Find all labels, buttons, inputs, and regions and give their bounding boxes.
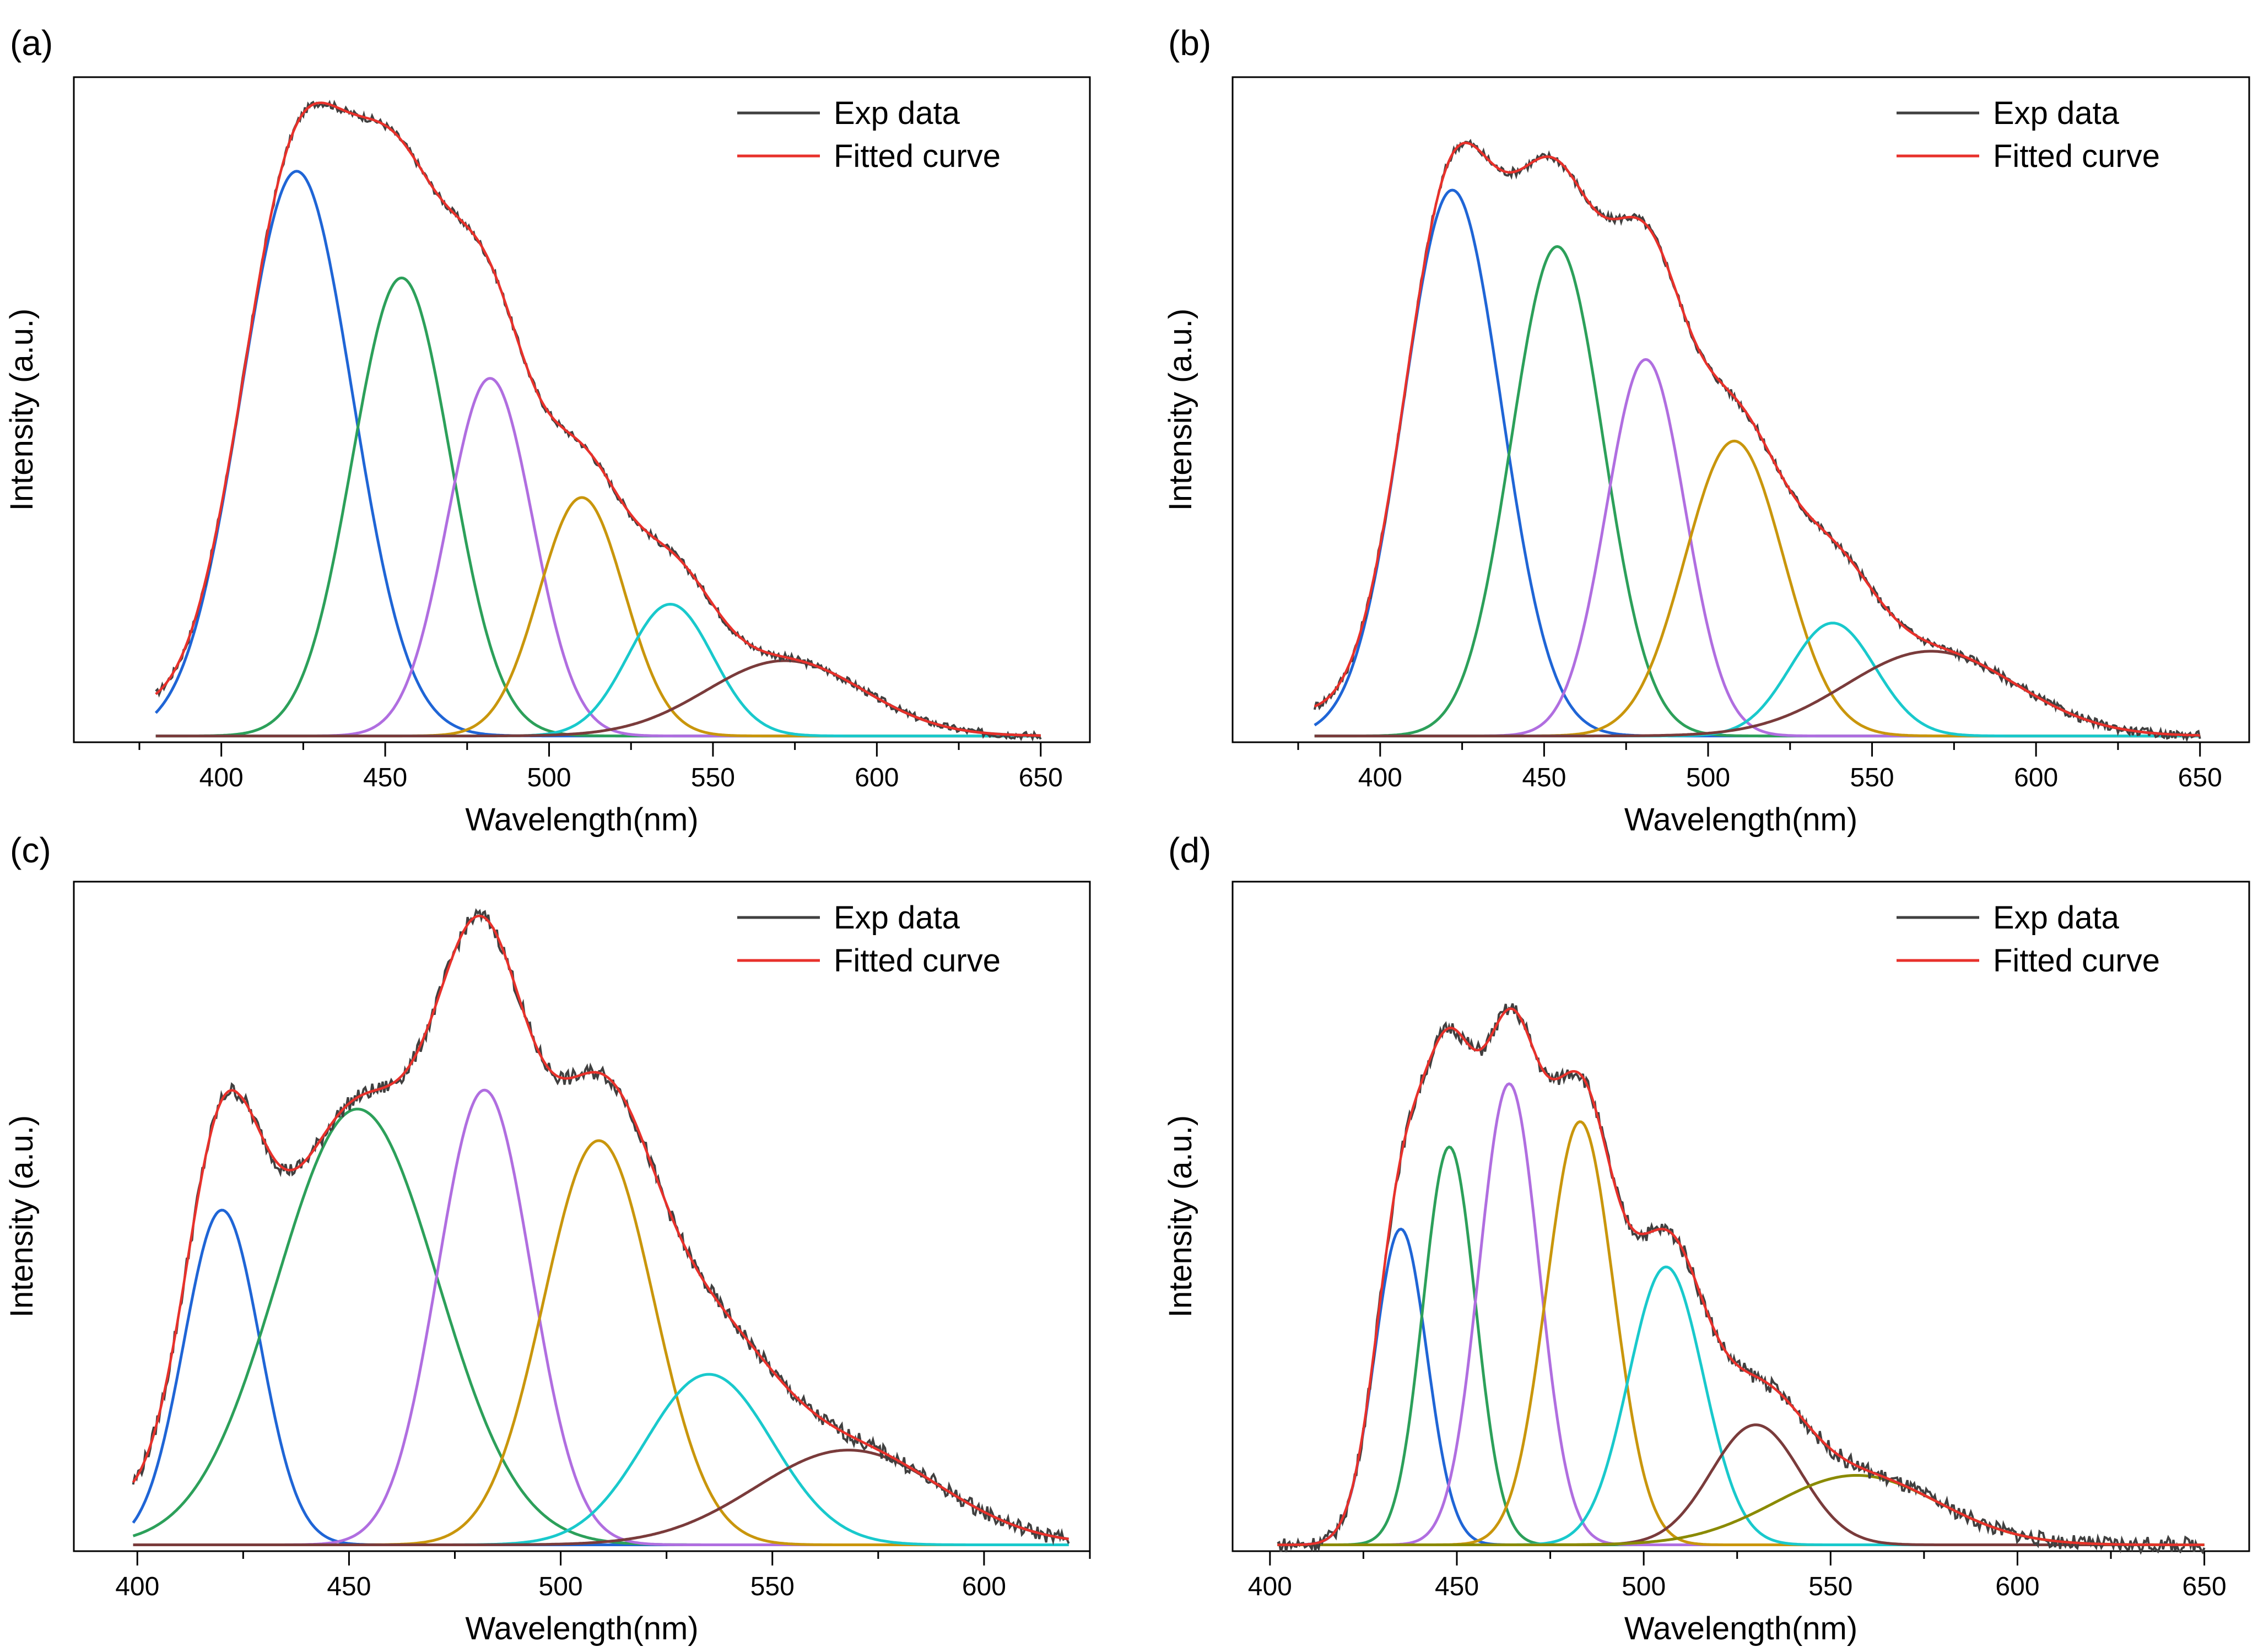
- x-tick-label: 600: [2014, 763, 2058, 792]
- x-tick-label: 550: [691, 763, 735, 792]
- x-tick-label: 400: [199, 763, 244, 792]
- panel-label: (c): [10, 830, 51, 870]
- x-tick-label: 600: [1995, 1572, 2039, 1601]
- legend-entry: Fitted curve: [834, 943, 1001, 979]
- x-axis-label: Wavelength(nm): [465, 802, 698, 838]
- x-tick-label: 400: [1248, 1572, 1292, 1601]
- x-tick-label: 550: [750, 1572, 795, 1601]
- plot-frame: [1231, 881, 2250, 1552]
- panel-label: (a): [10, 23, 53, 63]
- x-tick-label: 450: [1522, 763, 1566, 792]
- legend-entry: Exp data: [1993, 900, 2120, 936]
- legend-entry: Fitted curve: [1993, 138, 2160, 174]
- x-tick-label: 600: [962, 1572, 1006, 1601]
- fitted-curve-line: [1314, 142, 2200, 737]
- exp-data-line: [132, 908, 1070, 1546]
- legend-entry: Fitted curve: [1993, 943, 2160, 979]
- x-tick-label: 500: [527, 763, 571, 792]
- chart-panel-c: (c) 400 450 500 550 600 Wavelength(nm) Intensit…: [4, 830, 1091, 1646]
- legend-entry: Exp data: [834, 900, 960, 936]
- x-tick-label: 500: [1686, 763, 1730, 792]
- x-tick-label: 650: [2183, 1572, 2227, 1601]
- x-tick-label: 450: [327, 1572, 371, 1601]
- x-tick-label: 450: [363, 763, 407, 792]
- x-tick-label: 550: [1850, 763, 1894, 792]
- plot-frame: [73, 76, 1091, 743]
- chart-panel-b: (b) 400 450 500 550 600 650 Wavelength(nm) Inten…: [1163, 23, 2250, 838]
- x-tick-label: 650: [2178, 763, 2222, 792]
- fitted-curve-line: [132, 914, 1069, 1541]
- x-tick-label: 400: [115, 1572, 159, 1601]
- x-tick-label: 500: [539, 1572, 583, 1601]
- x-tick-label: 500: [1622, 1572, 1666, 1601]
- x-axis-label: Wavelength(nm): [465, 1611, 698, 1646]
- x-tick-label: 650: [1019, 763, 1063, 792]
- fitted-curve-line: [1277, 1007, 2205, 1546]
- legend-entry: Fitted curve: [834, 138, 1001, 174]
- panel-label: (b): [1168, 23, 1211, 63]
- x-tick-label: 600: [855, 763, 899, 792]
- y-axis-label: Intensity (a.u.): [4, 309, 40, 511]
- exp-data-line: [1277, 1003, 2206, 1555]
- y-axis-label: Intensity (a.u.): [4, 1115, 40, 1318]
- legend-entry: Exp data: [1993, 95, 2120, 131]
- x-axis-label: Wavelength(nm): [1624, 1611, 1857, 1646]
- legend-entry: Exp data: [834, 95, 960, 131]
- x-axis-label: Wavelength(nm): [1624, 802, 1857, 838]
- x-tick-label: 550: [1808, 1572, 1852, 1601]
- plot-frame: [1231, 76, 2250, 743]
- y-axis-label: Intensity (a.u.): [1163, 309, 1198, 511]
- panel-label: (d): [1168, 830, 1211, 870]
- x-tick-label: 450: [1435, 1572, 1479, 1601]
- chart-panel-d: (d) 400 450 500 550 600 650 Wavelength(nm) Inten…: [1163, 830, 2250, 1646]
- plot-frame: [73, 881, 1091, 1552]
- x-tick-label: 400: [1358, 763, 1402, 792]
- fitted-curve-line: [155, 101, 1041, 737]
- y-axis-label: Intensity (a.u.): [1163, 1115, 1198, 1318]
- chart-panel-a: (a) 400 450 500 550 600 650 Wavelength(nm) Inten…: [4, 23, 1091, 838]
